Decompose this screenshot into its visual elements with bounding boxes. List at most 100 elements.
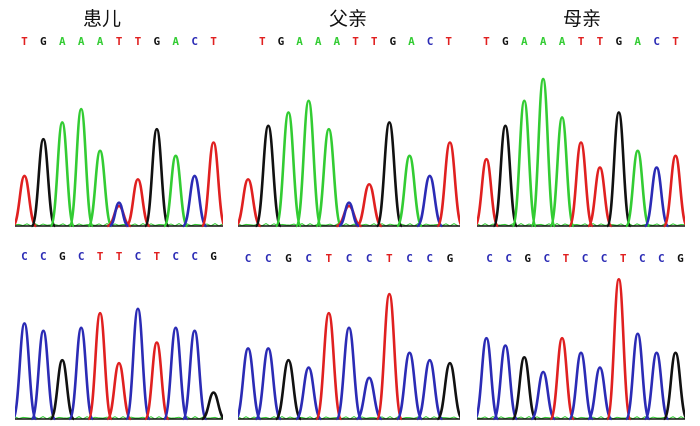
- base-letter: A: [172, 35, 180, 48]
- peak-C: [355, 376, 383, 421]
- chromatogram-patient-bottom: [15, 268, 223, 423]
- base-letter: T: [259, 35, 266, 48]
- peak-T: [105, 361, 133, 421]
- base-letter: C: [172, 250, 180, 263]
- peak-T: [106, 204, 132, 228]
- base-letter: A: [296, 35, 303, 48]
- base-letter: C: [264, 252, 272, 265]
- base-letter: T: [577, 35, 585, 48]
- base-letter: T: [672, 35, 679, 48]
- peak-T: [87, 311, 114, 421]
- peak-C: [415, 358, 444, 421]
- peak-A: [624, 149, 651, 228]
- base-letter: G: [40, 35, 47, 48]
- peak-C: [586, 366, 613, 421]
- peak-A: [68, 107, 95, 228]
- peak-A: [274, 111, 303, 228]
- peak-C: [643, 166, 670, 228]
- base-letter: T: [370, 35, 378, 48]
- peak-G: [511, 355, 538, 421]
- chromatogram-patient-top: [15, 55, 223, 230]
- peak-G: [201, 391, 223, 421]
- peak-T: [124, 177, 151, 228]
- peak-C: [643, 351, 670, 421]
- base-letter: G: [524, 252, 532, 265]
- base-letter: T: [325, 252, 333, 265]
- base-letter: T: [562, 252, 570, 265]
- base-letter: C: [486, 252, 493, 265]
- base-letter: G: [389, 35, 397, 48]
- peak-G: [143, 127, 170, 228]
- title-mother: 母亲: [563, 8, 602, 30]
- base-letter: A: [408, 35, 415, 48]
- peak-A: [530, 77, 557, 228]
- base-letter: C: [543, 252, 551, 265]
- base-letter: C: [305, 252, 312, 265]
- base-letter: T: [115, 250, 123, 263]
- base-letter: T: [134, 35, 142, 48]
- base-letter: C: [244, 252, 252, 265]
- peak-A: [294, 99, 323, 228]
- peak-C: [68, 326, 95, 421]
- peak-A: [549, 116, 576, 228]
- chromatogram-mother-top: [477, 55, 685, 230]
- base-letter: A: [539, 35, 547, 48]
- chromatogram-svg: [477, 278, 685, 421]
- base-letter: G: [210, 250, 217, 263]
- peak-T: [336, 204, 362, 228]
- base-letter: T: [596, 35, 604, 48]
- peak-C: [415, 174, 444, 228]
- peak-A: [395, 154, 424, 228]
- base-letter: A: [58, 35, 66, 48]
- base-letter: T: [386, 252, 393, 265]
- peak-G: [662, 351, 685, 421]
- peak-T: [375, 292, 404, 421]
- peak-A: [511, 99, 538, 228]
- secondary-peak-C: [108, 201, 130, 228]
- peak-C: [395, 351, 424, 421]
- base-letter: C: [426, 252, 434, 265]
- base-letter: C: [505, 252, 512, 265]
- title-patient: 患儿: [83, 8, 122, 30]
- title-father: 父亲: [329, 8, 368, 30]
- base-letter: A: [634, 35, 642, 48]
- base-letter: A: [77, 35, 85, 48]
- base-letter: T: [445, 35, 452, 48]
- base-letter: G: [277, 35, 285, 48]
- base-letter: C: [77, 250, 85, 263]
- base-letter: T: [352, 35, 359, 48]
- base-letter: T: [210, 35, 217, 48]
- base-letter: G: [446, 252, 454, 265]
- chromatogram-svg: [477, 77, 685, 228]
- peak-C: [30, 329, 57, 421]
- peak-C: [238, 347, 262, 421]
- peak-G: [375, 121, 404, 228]
- base-letter: T: [619, 252, 627, 265]
- base-letter: A: [333, 35, 341, 48]
- peak-A: [315, 127, 343, 228]
- peak-C: [492, 344, 519, 421]
- peak-G: [30, 137, 57, 228]
- peak-G: [49, 358, 76, 421]
- peak-G: [492, 124, 519, 228]
- peak-T: [143, 341, 170, 421]
- peak-C: [335, 326, 363, 421]
- peak-C: [567, 351, 595, 421]
- base-letter: C: [653, 35, 660, 48]
- base-letter: G: [285, 252, 292, 265]
- peak-C: [624, 332, 651, 421]
- base-letter: A: [558, 35, 566, 48]
- base-letter: C: [365, 252, 373, 265]
- baseline-noise: [15, 223, 223, 227]
- secondary-peak-C: [338, 201, 360, 228]
- peak-A: [162, 154, 189, 228]
- peak-C: [162, 326, 189, 421]
- chromatogram-svg: [238, 99, 460, 228]
- base-letter: C: [134, 250, 142, 263]
